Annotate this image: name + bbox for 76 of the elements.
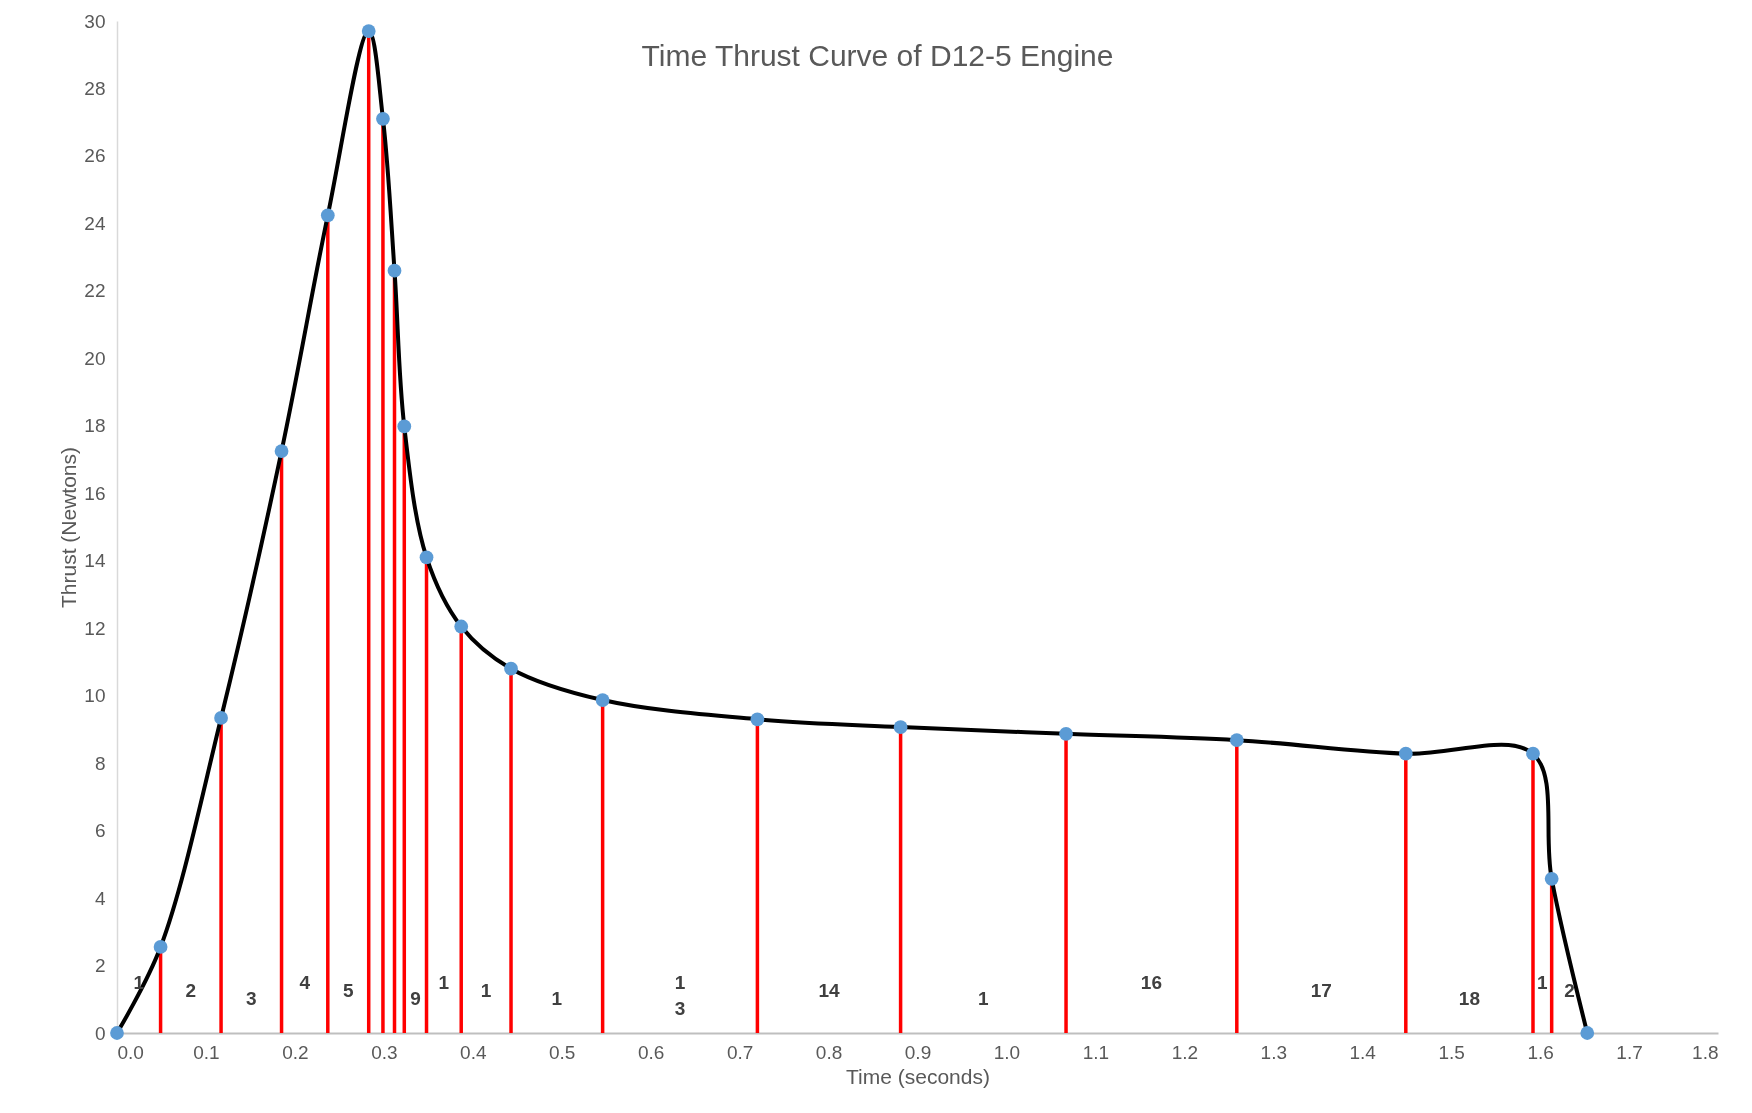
- x-tick-label: 1.6: [1527, 1041, 1554, 1063]
- point: [595, 693, 610, 707]
- x-tick-label: 0.7: [726, 1041, 754, 1063]
- annotation: 3: [246, 988, 257, 1009]
- y-tick-label: 8: [94, 752, 106, 774]
- y-tick-label: 14: [84, 550, 106, 572]
- y-tick-label: 24: [84, 212, 106, 234]
- point: [1544, 871, 1559, 886]
- point: [1059, 726, 1073, 741]
- point: [214, 711, 228, 725]
- y-tick-label: 16: [84, 482, 106, 504]
- annotation: 1: [133, 972, 145, 993]
- point: [1526, 746, 1540, 761]
- y-tick-label: 28: [84, 77, 106, 99]
- annotation: 1 3: [674, 972, 686, 1019]
- y-tick-label: 30: [84, 10, 106, 32]
- y-tick-label: 10: [84, 685, 106, 707]
- x-axis-title: Time (seconds): [846, 1064, 990, 1088]
- y-tick-label: 6: [94, 820, 106, 842]
- y-tick-label: 4: [94, 887, 106, 909]
- point: [397, 419, 412, 434]
- point: [1398, 746, 1413, 761]
- annotation: 1: [438, 972, 450, 993]
- annotation: 16: [1140, 972, 1162, 993]
- y-tick-label: 20: [84, 347, 106, 369]
- y-tick-label: 22: [84, 280, 106, 302]
- x-tick-label: 0.2: [282, 1041, 309, 1063]
- x-tick-label: 0.4: [460, 1041, 487, 1063]
- x-tick-label: 1.8: [1692, 1041, 1719, 1063]
- x-tick-label: 0.9: [904, 1041, 932, 1063]
- x-tick-label: 1.0: [993, 1041, 1021, 1063]
- annotation: 2: [185, 980, 197, 1001]
- point: [504, 661, 518, 676]
- point: [376, 111, 390, 126]
- point: [274, 444, 289, 458]
- annotation: 17: [1310, 980, 1332, 1001]
- annotation: 18: [1458, 988, 1480, 1009]
- y-tick-label: 0: [94, 1022, 106, 1044]
- y-tick-label: 18: [84, 415, 106, 437]
- x-tick-label: 1.7: [1616, 1041, 1643, 1063]
- x-tick-label: 1.2: [1171, 1041, 1199, 1063]
- point: [750, 712, 765, 727]
- x-tick-label: 0.3: [371, 1041, 398, 1063]
- x-tick-label: 1.4: [1349, 1041, 1377, 1063]
- annotation: 5: [342, 980, 354, 1001]
- point: [1229, 733, 1244, 748]
- y-tick-label: 12: [84, 617, 106, 639]
- x-tick-label: 0.0: [117, 1041, 144, 1063]
- x-tick-label: 1.3: [1260, 1041, 1287, 1063]
- x-tick-label: 1.5: [1438, 1041, 1465, 1063]
- point: [320, 208, 335, 223]
- annotation: 4: [299, 972, 311, 993]
- x-tick-label: 0.6: [637, 1041, 665, 1063]
- point: [361, 24, 376, 38]
- point: [419, 550, 434, 565]
- point: [110, 1026, 124, 1040]
- point: [893, 720, 908, 734]
- annotation: 9: [410, 988, 421, 1009]
- point: [153, 940, 168, 954]
- x-tick-label: 1.1: [1082, 1041, 1110, 1063]
- annotation: 1: [551, 988, 563, 1009]
- annotation: 1: [480, 980, 492, 1001]
- x-tick-label: 0.5: [549, 1041, 576, 1063]
- annotation: 14: [818, 980, 840, 1001]
- annotation: 2: [1564, 980, 1575, 1001]
- annotation: 1: [978, 988, 990, 1009]
- x-tick-label: 0.8: [815, 1041, 843, 1063]
- y-axis-title: Thrust (Newtons): [57, 446, 81, 609]
- annotation: 1: [1537, 972, 1549, 993]
- y-tick-label: 2: [94, 955, 106, 977]
- x-tick-label: 0.1: [193, 1041, 220, 1063]
- text: Time Thrust Curve of D12-5 Engine: [641, 39, 1114, 72]
- point: [454, 619, 469, 634]
- point: [387, 263, 402, 278]
- y-tick-label: 26: [84, 145, 106, 167]
- point: [1580, 1026, 1595, 1040]
